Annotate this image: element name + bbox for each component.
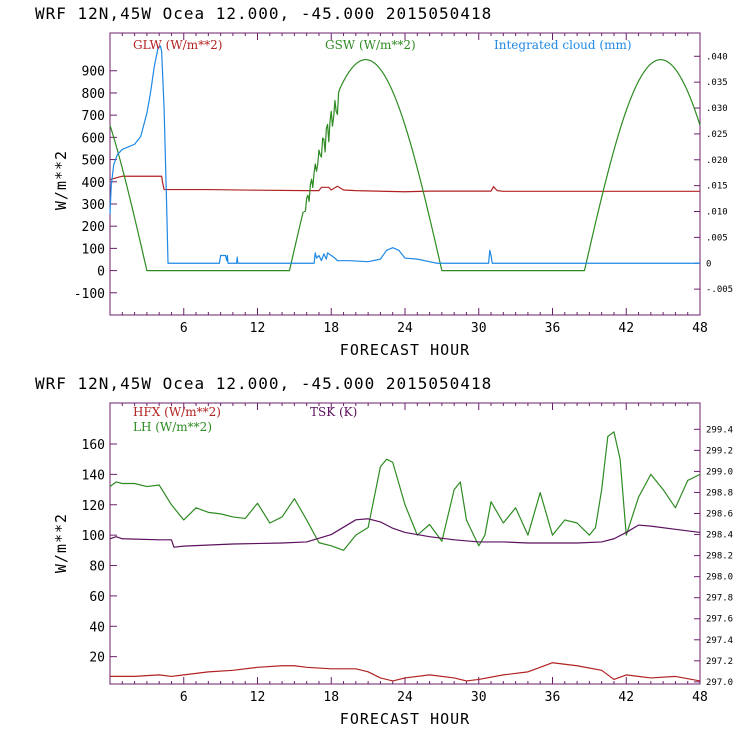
y-tick-label: 20 xyxy=(89,651,105,666)
legend-lh: LH (W/m**2) xyxy=(133,420,212,434)
panel-bottom-title: WRF 12N,45W Ocea 12.000, -45.000 2015050… xyxy=(35,374,492,393)
y2-tick-label: 297.2 xyxy=(706,657,733,667)
x-tick-label: 24 xyxy=(397,321,413,336)
panel-top: WRF 12N,45W Ocea 12.000, -45.000 2015050… xyxy=(35,4,733,359)
legend-tsk: TSK (K) xyxy=(310,405,357,419)
legend-gsw: GSW (W/m**2) xyxy=(325,38,416,52)
panel-bottom-series xyxy=(109,431,701,682)
panel-top-series xyxy=(109,45,701,272)
y-tick-label: 100 xyxy=(82,529,105,544)
y-tick-label: 800 xyxy=(82,87,105,102)
panel-bottom-ylabel: W/m**2 xyxy=(52,513,70,573)
y2-tick-label: 297.6 xyxy=(706,615,733,625)
y-tick-label: 600 xyxy=(82,131,105,146)
series-line-lh xyxy=(109,431,701,551)
y-tick-label: 0 xyxy=(97,265,105,280)
legend-glw: GLW (W/m**2) xyxy=(133,38,222,52)
panel-bottom-xlabel: FORECAST HOUR xyxy=(340,710,470,728)
x-tick-label: 42 xyxy=(618,690,634,705)
panel-top-title: WRF 12N,45W Ocea 12.000, -45.000 2015050… xyxy=(35,4,492,23)
y2-tick-label: -.005 xyxy=(706,285,733,295)
y2-tick-label: .040 xyxy=(706,52,728,62)
y2-tick-label: .010 xyxy=(706,208,728,218)
y2-tick-label: 299.0 xyxy=(706,467,733,477)
x-tick-label: 24 xyxy=(397,690,413,705)
x-tick-label: 30 xyxy=(471,321,487,336)
x-tick-label: 48 xyxy=(692,690,708,705)
y-tick-label: -100 xyxy=(74,287,105,302)
y-tick-label: 120 xyxy=(82,499,105,514)
legend-hfx: HFX (W/m**2) xyxy=(133,405,221,419)
y-tick-label: 40 xyxy=(89,620,105,635)
x-tick-label: 36 xyxy=(545,321,561,336)
y2-tick-label: .030 xyxy=(706,104,728,114)
y-tick-label: 900 xyxy=(82,65,105,80)
y2-tick-label: 298.2 xyxy=(706,552,733,562)
x-tick-label: 12 xyxy=(250,690,266,705)
y-tick-label: 60 xyxy=(89,590,105,605)
series-line-integrated-cloud xyxy=(109,45,700,264)
y-tick-label: 80 xyxy=(89,560,105,575)
panel-top-ticks: 6 12 18 24 30 36 42 48 -100 0 100 200 300 400 500 600 70… xyxy=(74,33,733,336)
y2-tick-label: 299.2 xyxy=(706,446,733,456)
y2-tick-label: 297.8 xyxy=(706,594,733,604)
y2-tick-label: .005 xyxy=(706,233,728,243)
y-tick-label: 500 xyxy=(82,154,105,169)
y2-tick-label: 297.4 xyxy=(706,636,733,646)
y2-tick-label: 0 xyxy=(706,259,711,269)
x-tick-label: 42 xyxy=(618,321,634,336)
x-tick-label: 30 xyxy=(471,690,487,705)
x-tick-label: 48 xyxy=(692,321,708,336)
y-tick-label: 400 xyxy=(82,176,105,191)
x-tick-label: 6 xyxy=(180,321,188,336)
y2-tick-label: 297.0 xyxy=(706,678,733,688)
y-tick-label: 160 xyxy=(82,438,105,453)
y2-tick-label: 298.6 xyxy=(706,510,733,520)
y2-tick-label: 299.4 xyxy=(706,425,733,435)
panel-top-ylabel: W/m**2 xyxy=(52,150,70,210)
x-tick-label: 12 xyxy=(250,321,266,336)
x-tick-label: 6 xyxy=(180,690,188,705)
y-tick-label: 100 xyxy=(82,242,105,257)
series-line-glw xyxy=(109,175,700,193)
y-tick-label: 140 xyxy=(82,468,105,483)
y2-tick-label: .025 xyxy=(706,130,728,140)
y2-tick-label: .015 xyxy=(706,182,728,192)
y-tick-label: 200 xyxy=(82,220,105,235)
y2-tick-label: 298.0 xyxy=(706,573,733,583)
series-line-hfx xyxy=(110,662,701,682)
y-tick-label: 700 xyxy=(82,109,105,124)
series-line-tsk xyxy=(109,518,701,548)
panel-bottom: WRF 12N,45W Ocea 12.000, -45.000 2015050… xyxy=(35,374,733,728)
x-tick-label: 18 xyxy=(323,690,339,705)
x-tick-label: 36 xyxy=(545,690,561,705)
panel-top-xlabel: FORECAST HOUR xyxy=(340,341,470,359)
series-line-gsw xyxy=(109,59,701,272)
y2-tick-label: .020 xyxy=(706,156,728,166)
legend-integrated-cloud: Integrated cloud (mm) xyxy=(494,38,632,52)
x-tick-label: 18 xyxy=(323,321,339,336)
y2-tick-label: 298.8 xyxy=(706,488,733,498)
panel-bottom-ticks: 6 12 18 24 30 36 42 48 20 40 60 80 100 120 140 160 297.0… xyxy=(82,403,733,705)
y-tick-label: 300 xyxy=(82,198,105,213)
y2-tick-label: 298.4 xyxy=(706,531,733,541)
y2-tick-label: .035 xyxy=(706,78,728,88)
